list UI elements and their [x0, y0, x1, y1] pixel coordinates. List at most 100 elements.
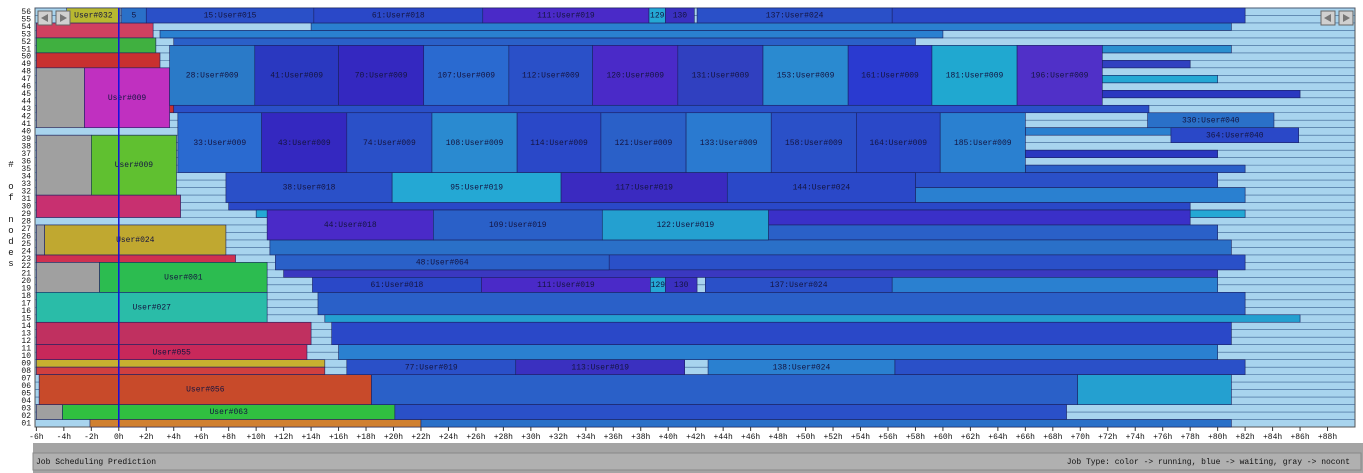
x-tick-label: +68h [1043, 433, 1062, 442]
job-label: 161:User#009 [861, 71, 919, 80]
job-block [1101, 45, 1232, 54]
job-block [177, 112, 262, 173]
job-block [891, 277, 1218, 293]
job-block [317, 292, 1246, 316]
job-label: User#009 [115, 161, 154, 170]
job-label: User#001 [164, 273, 203, 282]
job-block [36, 404, 63, 420]
y-tick-label: 01 [21, 419, 31, 428]
job-label: 144:User#024 [793, 184, 851, 193]
x-tick-label: +24h [439, 433, 458, 442]
x-tick-label: +52h [823, 433, 842, 442]
job-label: User#055 [152, 348, 191, 357]
x-tick-label: +76h [1153, 433, 1172, 442]
x-tick-label: +64h [988, 433, 1007, 442]
job-block [36, 262, 100, 293]
y-tick-label: 52 [21, 38, 31, 47]
job-block [915, 187, 1246, 203]
x-tick-label: +82h [1236, 433, 1255, 442]
x-tick-label: +88h [1318, 433, 1337, 442]
job-label: 61:User#018 [372, 12, 425, 21]
job-block [1101, 90, 1301, 99]
job-block [36, 52, 161, 69]
y-tick-label: 11 [21, 345, 31, 354]
job-label: User#009 [108, 94, 147, 103]
job-block [768, 224, 1218, 241]
job-block [169, 45, 256, 106]
job-block [856, 112, 941, 173]
x-tick-label: +34h [576, 433, 595, 442]
job-block [516, 112, 602, 173]
job-label: 120:User#009 [606, 71, 664, 80]
job-block [707, 359, 896, 375]
job-label: 107:User#009 [437, 71, 495, 80]
job-label: 111:User#019 [537, 281, 595, 290]
job-label: 364:User#040 [1206, 131, 1264, 140]
job-block [338, 45, 425, 106]
job-block [371, 374, 1078, 405]
y-tick-label: 19 [21, 285, 31, 294]
job-block [705, 277, 893, 293]
x-tick-label: +42h [686, 433, 705, 442]
arrow-icon [60, 14, 67, 22]
y-tick-label: 23 [21, 255, 31, 264]
x-tick-label: +38h [631, 433, 650, 442]
y-tick-label: 43 [21, 105, 31, 114]
x-tick-label: +12h [274, 433, 293, 442]
job-label: 117:User#019 [615, 184, 673, 193]
job-block [939, 112, 1026, 173]
job-block [159, 30, 944, 39]
y-tick-label: 55 [21, 15, 31, 24]
job-label: 138:User#024 [773, 363, 831, 372]
x-tick-label: +84h [1263, 433, 1282, 442]
y-tick-label: 44 [21, 98, 31, 107]
job-label: 137:User#024 [770, 281, 828, 290]
x-tick-label: +48h [768, 433, 787, 442]
x-tick-label: +10h [247, 433, 266, 442]
y-tick-label: 22 [21, 262, 31, 271]
job-label: 181:User#009 [946, 71, 1004, 80]
x-tick-label: +30h [521, 433, 540, 442]
y-tick-label: 07 [21, 374, 31, 383]
job-block [894, 359, 1246, 375]
y-tick-label: 45 [21, 90, 31, 99]
job-block [331, 321, 1232, 345]
job-block [915, 172, 1218, 188]
x-tick-label: 0h [114, 433, 124, 442]
x-tick-label: +54h [851, 433, 870, 442]
x-tick-label: -2h [84, 433, 99, 442]
job-block [36, 194, 181, 218]
job-label: User#032 [74, 12, 113, 21]
y-tick-label: 51 [21, 45, 31, 54]
x-tick-label: +36h [604, 433, 623, 442]
job-block [36, 321, 312, 345]
x-tick-label: -6h [29, 433, 44, 442]
job-block [269, 239, 1232, 256]
job-label: 61:User#018 [371, 281, 424, 290]
y-tick-label: 41 [21, 120, 31, 129]
y-tick-label: 35 [21, 165, 31, 174]
job-block [36, 22, 154, 39]
job-block [36, 254, 236, 263]
y-tick-label: 15 [21, 315, 31, 324]
job-label: 130 [674, 281, 689, 290]
axes: 0102030405060708091011121314151617181920… [21, 8, 1337, 442]
job-label: 74:User#009 [363, 139, 416, 148]
job-block [1025, 164, 1246, 173]
y-tick-label: 09 [21, 360, 31, 369]
y-tick-label: 27 [21, 225, 31, 234]
y-tick-label: 33 [21, 180, 31, 189]
x-tick-label: -4h [57, 433, 72, 442]
y-tick-label: 50 [21, 53, 31, 62]
arrow-icon [41, 14, 48, 22]
job-label: 121:User#009 [615, 139, 673, 148]
job-label: 5 [131, 12, 136, 21]
x-tick-label: +66h [1016, 433, 1035, 442]
job-label: 77:User#019 [405, 363, 458, 372]
job-block [891, 7, 1246, 24]
job-block [283, 269, 1218, 278]
y-tick-label: 28 [21, 217, 31, 226]
job-block [433, 209, 603, 241]
job-label: 48:User#064 [416, 259, 469, 268]
